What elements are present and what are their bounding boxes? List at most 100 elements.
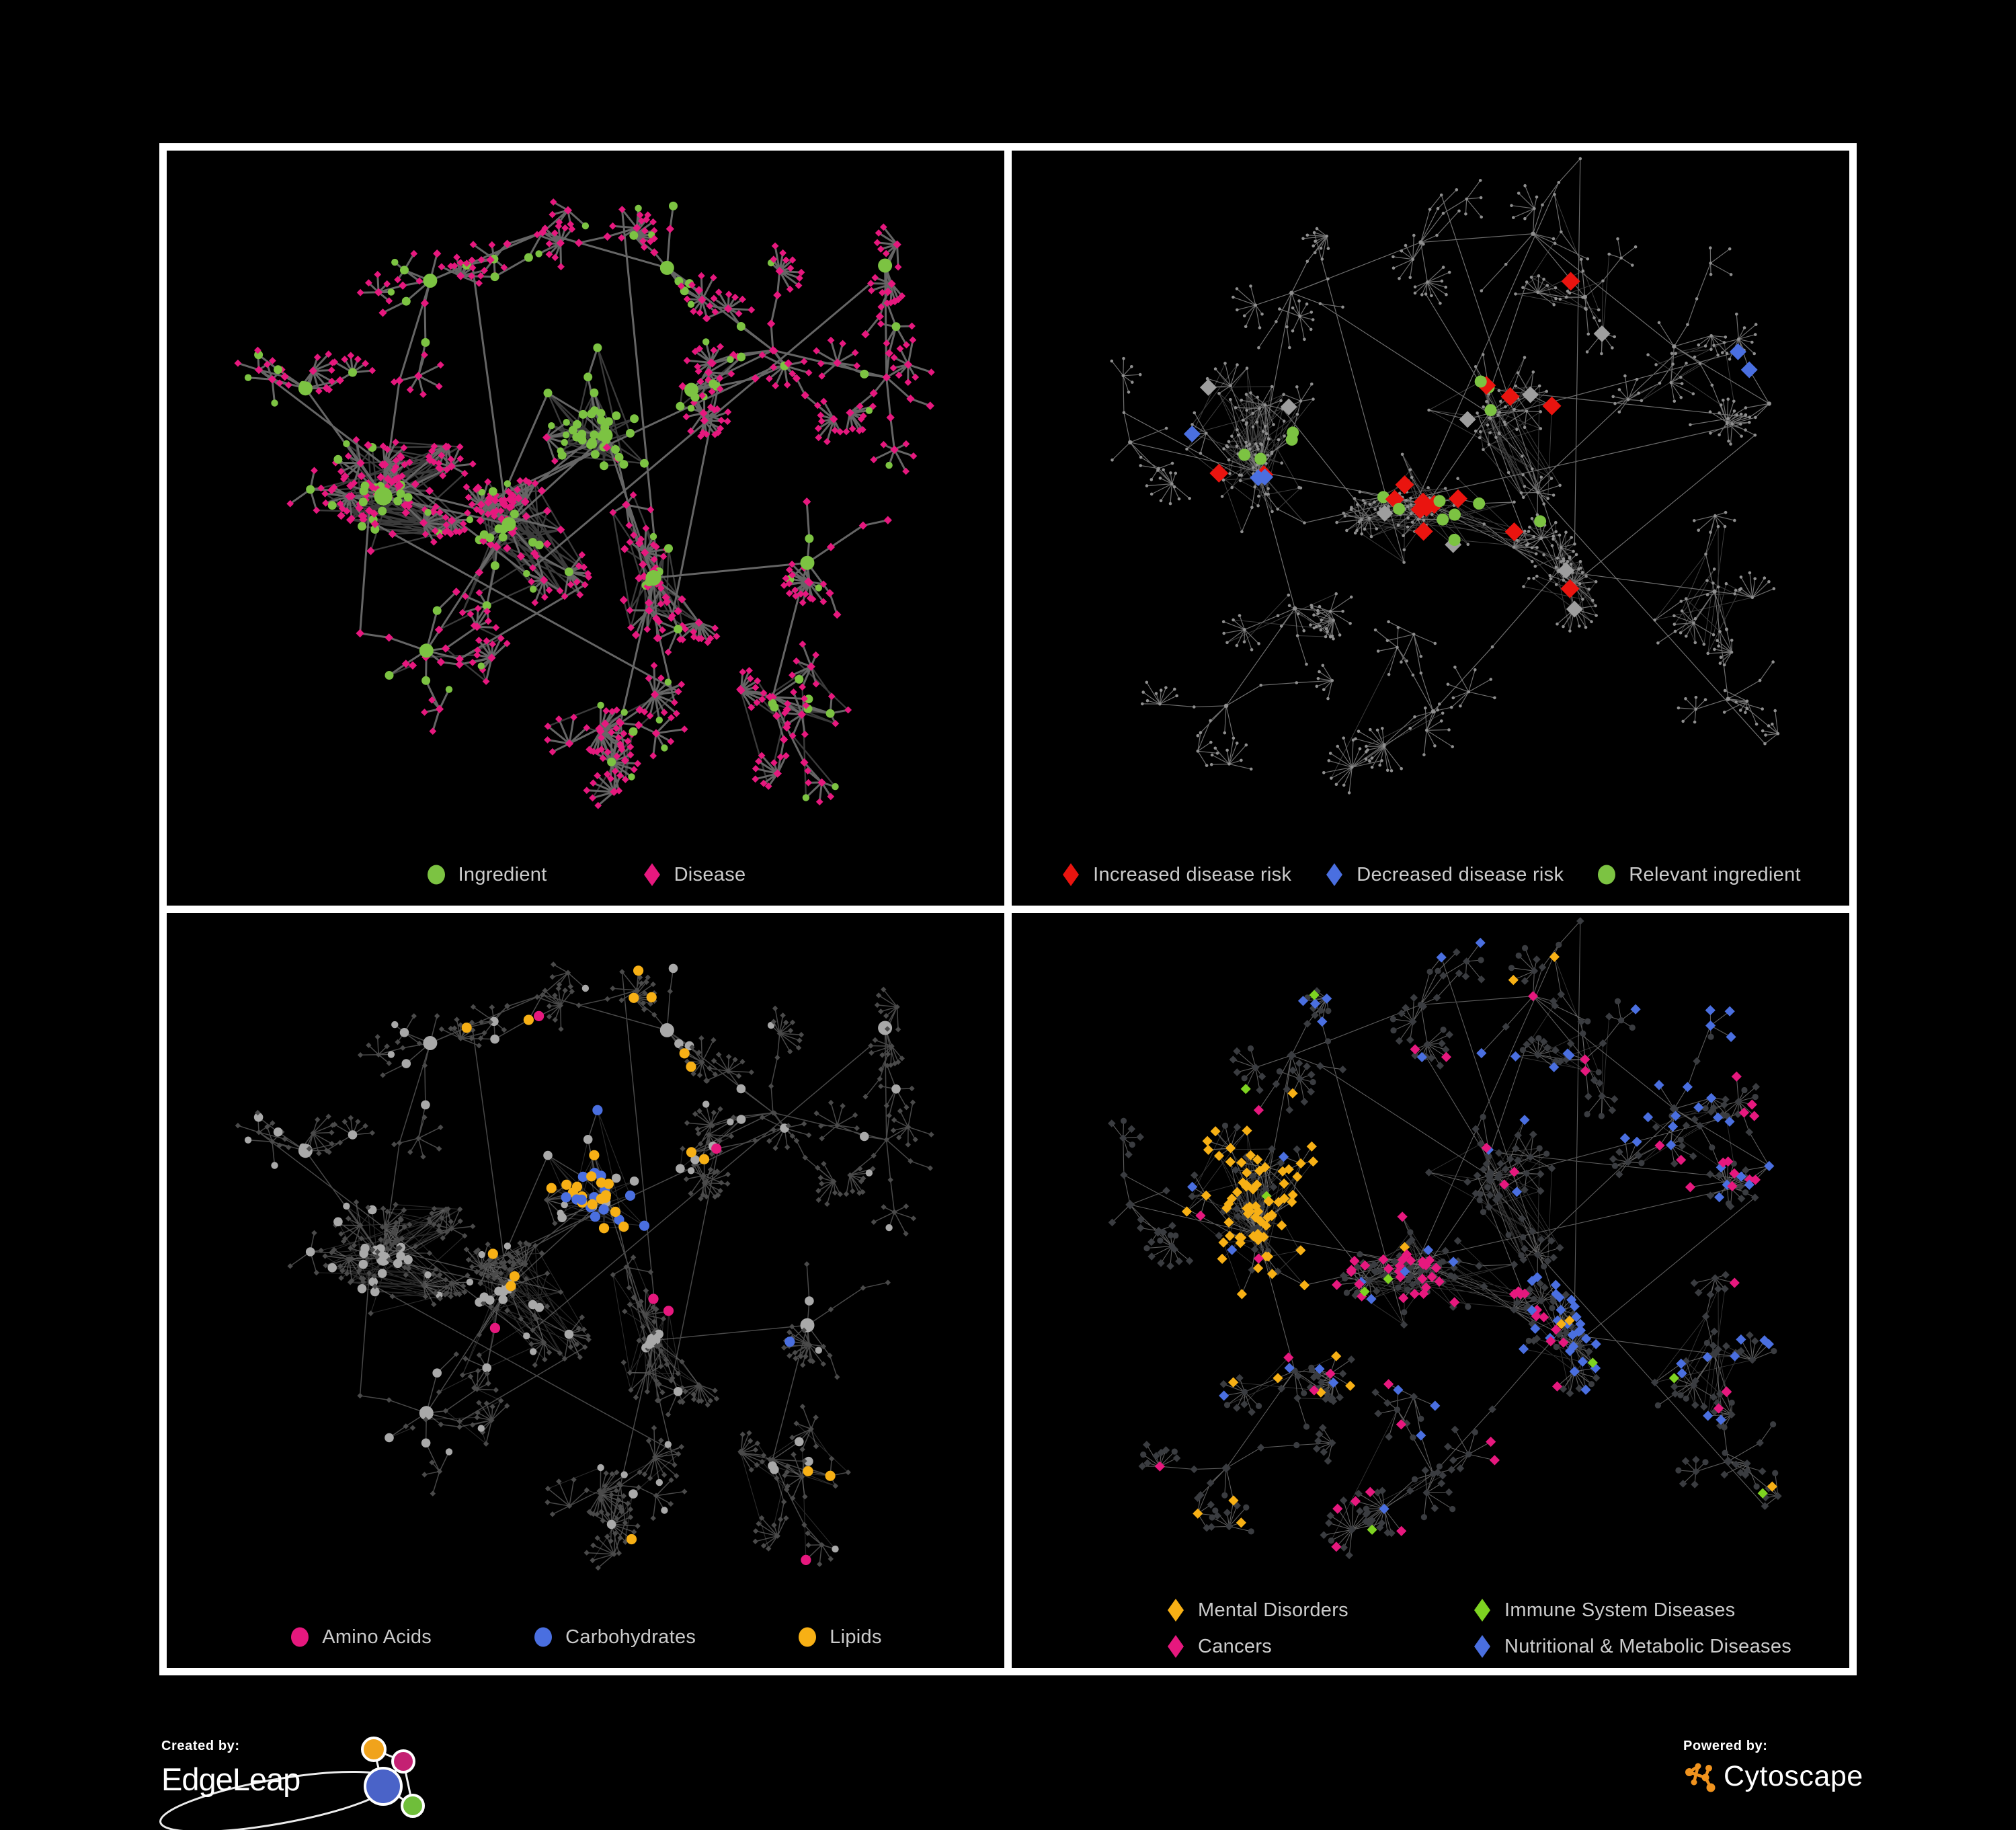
network-node — [603, 1470, 609, 1476]
network-node — [1590, 1076, 1599, 1084]
network-node — [730, 1114, 737, 1121]
network-node — [534, 1302, 545, 1312]
network-node — [1590, 620, 1593, 623]
network-node — [1308, 1367, 1316, 1374]
network-node — [1328, 610, 1332, 613]
network-node — [837, 1191, 843, 1197]
network-node — [568, 225, 576, 233]
network-node — [498, 1260, 504, 1266]
legend-label: Increased disease risk — [1093, 863, 1292, 885]
legend-label: Mental Disorders — [1198, 1599, 1348, 1621]
network-node — [1414, 522, 1433, 541]
network-node — [1154, 692, 1158, 695]
network-node — [1251, 425, 1255, 429]
network-node — [1558, 533, 1562, 537]
network-node — [551, 229, 559, 237]
network-node — [884, 1026, 891, 1032]
network-node — [583, 724, 591, 731]
network-node — [1448, 1257, 1459, 1267]
network-node — [1581, 296, 1584, 299]
network-node — [1515, 952, 1522, 959]
network-node — [574, 239, 583, 247]
network-node — [1666, 1140, 1677, 1150]
network-node — [1514, 1131, 1522, 1140]
network-node — [567, 581, 575, 588]
network-node — [1736, 1349, 1743, 1355]
network-node — [489, 1404, 495, 1410]
network-node — [708, 388, 716, 395]
network-node — [1738, 1107, 1750, 1118]
network-node — [620, 1359, 627, 1365]
network-node — [1371, 1267, 1379, 1276]
network-node — [1417, 1273, 1428, 1284]
network-node — [699, 429, 707, 436]
network-node — [1718, 411, 1721, 415]
network-node — [327, 366, 335, 374]
network-node — [1303, 1423, 1310, 1430]
network-node — [1382, 745, 1386, 748]
network-node — [817, 417, 825, 425]
network-node — [758, 695, 766, 703]
network-node — [801, 694, 808, 703]
network-node — [379, 1224, 386, 1230]
network-node — [475, 1367, 481, 1374]
network-node — [517, 1240, 523, 1246]
network-node — [348, 1255, 355, 1261]
network-node — [766, 319, 776, 328]
network-node — [470, 1223, 476, 1230]
network-node — [504, 1402, 510, 1409]
network-node — [378, 309, 387, 317]
network-node — [595, 1564, 601, 1571]
network-node — [397, 1140, 403, 1146]
network-node — [688, 281, 696, 289]
network-node — [756, 1521, 762, 1527]
network-node — [489, 1004, 495, 1010]
network-node — [1221, 1122, 1229, 1129]
network-node — [1191, 423, 1194, 426]
network-node — [1568, 1341, 1579, 1352]
network-node — [782, 1472, 788, 1478]
network-node — [399, 1235, 405, 1242]
network-node — [1581, 598, 1584, 601]
network-node — [1711, 1274, 1720, 1282]
network-node — [563, 206, 573, 214]
network-node — [1441, 1051, 1452, 1062]
network-node — [562, 431, 570, 439]
network-node — [1547, 1164, 1556, 1172]
network-node — [1387, 620, 1390, 624]
network-node — [396, 1251, 405, 1261]
network-node — [629, 231, 639, 240]
network-node — [1359, 1286, 1370, 1297]
network-node — [1542, 502, 1545, 506]
network-node — [311, 467, 318, 475]
network-node — [804, 1456, 813, 1466]
network-node — [1418, 1288, 1429, 1299]
network-node — [1480, 289, 1484, 292]
network-node — [752, 1538, 758, 1544]
network-node — [1328, 1378, 1339, 1388]
network-node — [532, 553, 540, 560]
network-node — [590, 450, 600, 459]
network-disease-risk — [1110, 157, 1780, 795]
network-node — [828, 692, 836, 701]
network-node — [1435, 967, 1441, 974]
network-node — [1422, 518, 1426, 522]
network-node — [1397, 1211, 1408, 1222]
network-node — [410, 249, 418, 257]
network-node — [432, 527, 439, 534]
network-node — [1400, 452, 1404, 456]
network-node — [832, 1483, 839, 1489]
network-node — [819, 1542, 825, 1548]
network-node — [370, 520, 379, 528]
network-node — [421, 1472, 428, 1478]
network-node — [1332, 637, 1335, 641]
network-node — [555, 986, 561, 992]
network-node — [577, 1171, 588, 1182]
network-node — [534, 1010, 545, 1021]
network-node — [657, 674, 665, 682]
network-node — [282, 1136, 288, 1142]
network-node — [616, 772, 624, 779]
network-node — [621, 776, 629, 783]
network-node — [704, 1402, 711, 1408]
network-node — [1736, 1468, 1744, 1477]
